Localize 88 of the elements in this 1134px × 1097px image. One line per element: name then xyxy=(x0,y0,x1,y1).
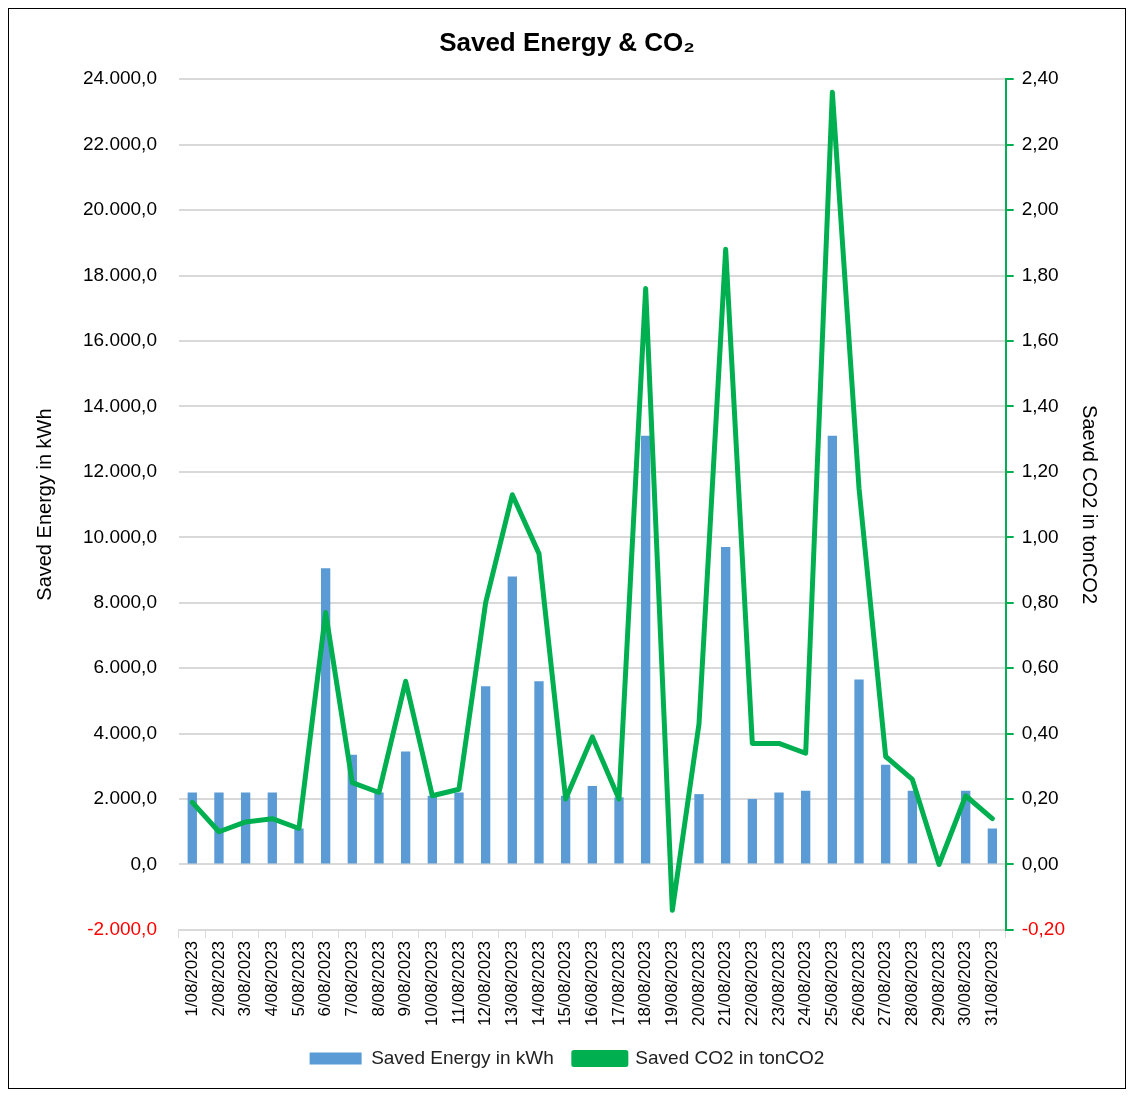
x-tick-label: 15/08/2023 xyxy=(555,940,575,1027)
y-tick-label: 2.000,0 xyxy=(93,787,157,809)
x-tick-label: 10/08/2023 xyxy=(422,940,441,1027)
y-tick-label: 22.000,0 xyxy=(82,132,157,154)
x-tick-label: 29/08/2023 xyxy=(928,940,948,1027)
x-tick-label: 20/08/2023 xyxy=(688,940,708,1027)
y2-tick-label: 0,40 xyxy=(1021,721,1059,743)
x-tick-label: 16/08/2023 xyxy=(582,940,602,1027)
bar xyxy=(881,764,891,864)
bar xyxy=(534,681,544,864)
bar xyxy=(427,795,437,864)
x-tick-label: 14/08/2023 xyxy=(528,940,548,1027)
y2-tick-label: 1,40 xyxy=(1021,394,1059,416)
chart-title: Saved Energy & CO₂ xyxy=(439,26,695,57)
x-tick-label: 30/08/2023 xyxy=(955,940,975,1027)
x-tick-label: 22/08/2023 xyxy=(742,940,762,1027)
y-tick-label: 16.000,0 xyxy=(82,329,157,351)
x-tick-label: 19/08/2023 xyxy=(662,940,682,1027)
y2-tick-label: 1,00 xyxy=(1021,525,1059,547)
bar xyxy=(721,547,731,864)
x-tick-label: 6/08/2023 xyxy=(315,940,335,1017)
x-tick-label: 18/08/2023 xyxy=(635,940,655,1027)
bar xyxy=(187,792,197,864)
x-tick-label: 26/08/2023 xyxy=(848,940,868,1027)
x-tick-label: 3/08/2023 xyxy=(235,940,255,1017)
y-tick-label: 20.000,0 xyxy=(82,198,157,220)
y2-tick-label: 0,80 xyxy=(1021,590,1059,612)
bar xyxy=(774,792,784,864)
bar xyxy=(854,679,864,864)
y-tick-label: 18.000,0 xyxy=(82,263,157,285)
x-tick-label: 12/08/2023 xyxy=(475,940,495,1027)
bar xyxy=(454,792,464,864)
x-tick-label: 31/08/2023 xyxy=(982,940,1002,1027)
y-tick-label: 12.000,0 xyxy=(82,460,157,482)
x-tick-label: 5/08/2023 xyxy=(288,940,308,1017)
y2-tick-label: 1,20 xyxy=(1021,460,1059,482)
y-tick-label: 4.000,0 xyxy=(93,721,157,743)
y2-tick-label: 0,20 xyxy=(1021,787,1059,809)
y2-tick-label: 2,00 xyxy=(1021,198,1059,220)
x-tick-label: 28/08/2023 xyxy=(902,940,922,1027)
y-axis-title: Saved Energy in kWh xyxy=(32,408,55,601)
x-tick-label: 23/08/2023 xyxy=(768,940,788,1027)
x-tick-label: 8/08/2023 xyxy=(368,940,388,1017)
bar xyxy=(587,785,597,864)
x-tick-label: 27/08/2023 xyxy=(875,940,895,1027)
x-tick-label: 1/08/2023 xyxy=(181,940,201,1017)
bar xyxy=(560,795,571,864)
y2-tick-label: 0,00 xyxy=(1021,852,1059,874)
x-tick-label: 2/08/2023 xyxy=(208,940,228,1017)
bar xyxy=(480,686,491,864)
x-tick-label: 21/08/2023 xyxy=(715,940,735,1027)
y2-axis-title: Saevd CO2 in tonCO2 xyxy=(1079,405,1102,605)
y-tick-label: -2.000,0 xyxy=(87,918,157,940)
y-tick-label: 24.000,0 xyxy=(82,67,157,89)
bar xyxy=(694,794,704,864)
y2-tick-label: 2,40 xyxy=(1021,67,1059,89)
bar xyxy=(907,790,918,864)
bar xyxy=(294,828,304,864)
y2-tick-label: 0,60 xyxy=(1021,656,1059,678)
x-tick-label: 9/08/2023 xyxy=(395,940,415,1017)
bar xyxy=(747,799,758,864)
x-tick-label: 11/08/2023 xyxy=(448,940,468,1025)
x-tick-label: 24/08/2023 xyxy=(795,940,815,1027)
bar xyxy=(507,576,517,864)
y2-tick-label: 1,60 xyxy=(1021,329,1059,351)
y2-tick-label: -0,20 xyxy=(1021,918,1066,940)
y2-tick-label: 1,80 xyxy=(1021,263,1059,285)
bar xyxy=(827,435,838,864)
x-tick-label: 7/08/2023 xyxy=(341,940,361,1017)
legend-label: Saved Energy in kWh xyxy=(371,1046,554,1068)
bar xyxy=(214,792,224,864)
y-tick-label: 8.000,0 xyxy=(93,590,157,612)
bar xyxy=(374,792,384,864)
y-tick-label: 10.000,0 xyxy=(82,525,157,547)
legend-label: Saved CO2 in tonCO2 xyxy=(635,1046,825,1068)
bar xyxy=(801,790,811,864)
x-tick-label: 13/08/2023 xyxy=(502,940,522,1027)
x-tick-label: 17/08/2023 xyxy=(608,940,628,1027)
bar xyxy=(641,435,651,864)
y-tick-label: 6.000,0 xyxy=(93,656,157,678)
bar xyxy=(400,751,411,864)
bar xyxy=(614,797,624,864)
x-tick-label: 25/08/2023 xyxy=(822,940,842,1027)
y2-tick-label: 2,20 xyxy=(1021,132,1059,154)
y-tick-label: 14.000,0 xyxy=(82,394,157,416)
bar xyxy=(987,828,998,864)
y-tick-label: 0,0 xyxy=(130,852,157,874)
x-tick-label: 4/08/2023 xyxy=(261,940,281,1017)
